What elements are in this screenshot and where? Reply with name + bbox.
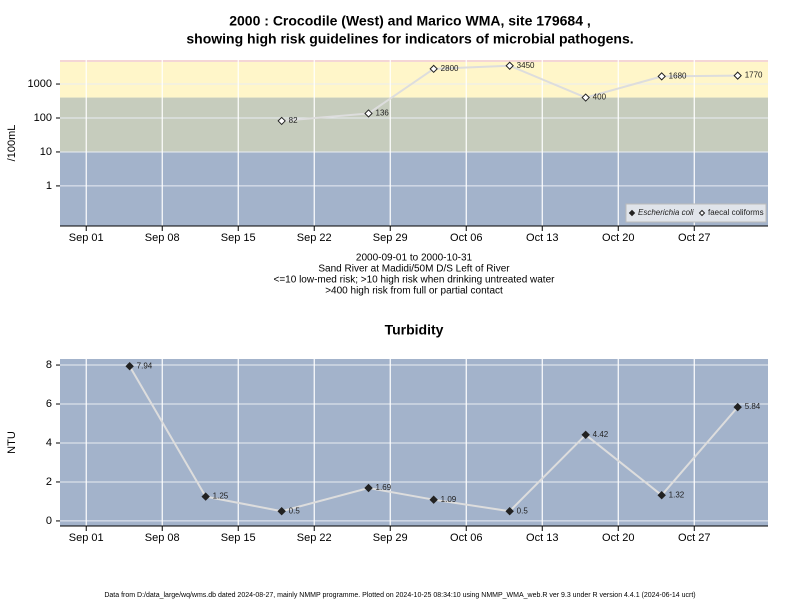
x-tick-label: Oct 27 xyxy=(678,532,710,544)
risk-band xyxy=(60,97,768,152)
data-point xyxy=(125,362,134,371)
top-band xyxy=(60,60,768,62)
data-label: 4.42 xyxy=(593,430,609,439)
data-point xyxy=(505,61,514,70)
note: 2000-09-01 to 2000-10-31 xyxy=(356,253,473,264)
y-tick-label: 100 xyxy=(34,112,52,124)
data-point xyxy=(581,430,590,440)
x-tick-label: Oct 06 xyxy=(450,232,482,244)
chart-title: showing high risk guidelines for indicat… xyxy=(186,31,633,47)
x-tick-label: Sep 01 xyxy=(69,232,104,244)
data-label: 400 xyxy=(593,93,607,102)
data-label: 1770 xyxy=(745,71,763,80)
data-point xyxy=(364,483,373,493)
data-point xyxy=(581,93,590,102)
data-point xyxy=(429,64,438,74)
data-label: 1.09 xyxy=(441,495,457,504)
data-label: 7.94 xyxy=(137,361,153,370)
chart-title: 2000 : Crocodile (West) and Marico WMA, … xyxy=(229,13,591,29)
data-label: 82 xyxy=(289,116,298,125)
x-tick-label: Sep 22 xyxy=(297,232,332,244)
x-tick-label: Sep 15 xyxy=(221,232,256,244)
note: <=10 low-med risk; >10 high risk when dr… xyxy=(274,275,556,286)
note: >400 high risk from full or partial cont… xyxy=(325,286,503,297)
legend-label: faecal coliforms xyxy=(708,208,764,217)
y-axis-label: NTU xyxy=(6,431,18,454)
data-label: 0.5 xyxy=(289,506,301,515)
chart-title: Turbidity xyxy=(385,322,444,338)
x-tick-label: Sep 22 xyxy=(297,532,332,544)
y-axis-label: /100mL xyxy=(6,125,18,162)
data-point xyxy=(364,109,373,118)
note: Sand River at Madidi/50M D/S Left of Riv… xyxy=(318,264,510,275)
data-label: 1.25 xyxy=(213,492,229,501)
data-point xyxy=(733,71,742,80)
x-tick-label: Oct 20 xyxy=(602,232,634,244)
legend-box xyxy=(625,203,767,223)
x-tick-label: Sep 15 xyxy=(221,532,256,544)
data-label: 136 xyxy=(376,109,390,118)
y-tick-label: 6 xyxy=(46,398,52,410)
data-label: 1680 xyxy=(669,71,687,80)
x-tick-label: Sep 08 xyxy=(145,232,180,244)
data-point xyxy=(277,116,286,126)
legend-label: Escherichia coli xyxy=(638,208,694,217)
y-tick-label: 8 xyxy=(46,359,52,371)
data-label: 0.5 xyxy=(517,506,529,515)
y-tick-label: 1000 xyxy=(28,78,52,90)
data-point xyxy=(657,72,666,81)
data-point xyxy=(277,506,286,516)
footer: Data from D:/data_large/wq/wms.db dated … xyxy=(104,592,695,599)
y-tick-label: 4 xyxy=(46,437,52,449)
legend-marker xyxy=(698,209,706,217)
data-point xyxy=(429,495,438,504)
data-point xyxy=(505,506,514,516)
data-label: 2800 xyxy=(441,64,459,73)
x-tick-label: Oct 13 xyxy=(526,232,558,244)
data-label: 5.84 xyxy=(745,402,761,411)
x-tick-label: Oct 13 xyxy=(526,532,558,544)
data-point xyxy=(657,491,666,500)
y-tick-label: 2 xyxy=(46,476,52,488)
x-tick-label: Sep 08 xyxy=(145,532,180,544)
y-tick-label: 0 xyxy=(46,515,52,527)
x-tick-label: Oct 20 xyxy=(602,532,634,544)
x-tick-label: Sep 29 xyxy=(373,532,408,544)
x-tick-label: Oct 06 xyxy=(450,532,482,544)
x-tick-label: Oct 27 xyxy=(678,232,710,244)
data-label: 1.69 xyxy=(376,483,392,492)
data-label: 1.32 xyxy=(669,490,685,499)
data-label: 3450 xyxy=(517,61,535,70)
x-tick-label: Sep 01 xyxy=(69,532,104,544)
data-point xyxy=(201,492,210,501)
legend-marker xyxy=(628,209,636,217)
x-tick-label: Sep 29 xyxy=(373,232,408,244)
y-tick-label: 1 xyxy=(46,180,52,192)
data-point xyxy=(733,402,742,412)
y-tick-label: 10 xyxy=(40,146,52,158)
